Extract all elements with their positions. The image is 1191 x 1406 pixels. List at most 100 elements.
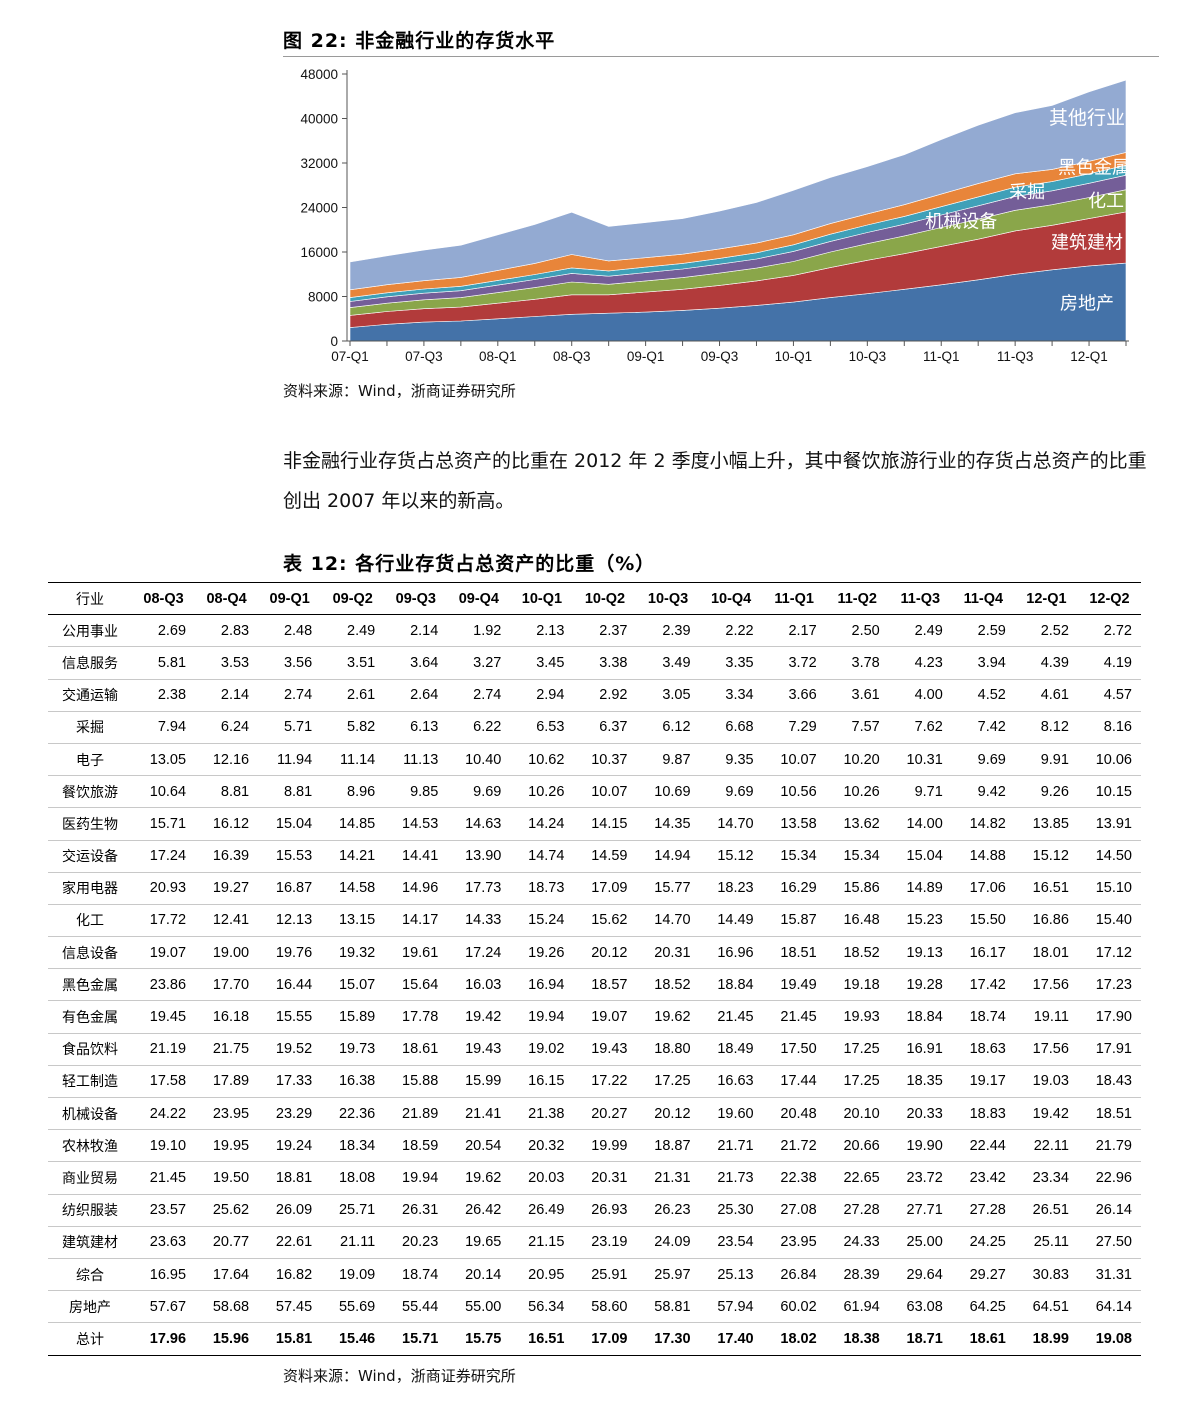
value-cell: 14.50 <box>1077 840 1141 873</box>
value-cell: 15.12 <box>699 840 763 873</box>
table-row: 家用电器 20.93 19.27 16.87 14.58 14.96 17.73 18.73 1… <box>48 872 1141 905</box>
value-cell: 18.51 <box>1077 1097 1141 1131</box>
value-cell: 23.42 <box>951 1161 1015 1195</box>
header-period: 09-Q4 <box>447 581 511 616</box>
value-cell: 56.34 <box>510 1290 574 1324</box>
value-cell: 2.22 <box>699 614 763 648</box>
figure-title: 图 22: 非金融行业的存货水平 <box>283 30 556 52</box>
value-cell: 14.53 <box>384 807 448 841</box>
value-cell: 15.04 <box>888 840 952 873</box>
value-cell: 19.99 <box>573 1129 637 1163</box>
value-cell: 18.02 <box>762 1322 826 1356</box>
value-cell: 6.68 <box>699 711 763 744</box>
value-cell: 19.07 <box>132 936 196 970</box>
value-cell: 4.61 <box>1014 679 1078 712</box>
value-cell: 22.96 <box>1077 1161 1141 1195</box>
value-cell: 23.57 <box>132 1194 196 1227</box>
header-period: 10-Q4 <box>699 581 763 616</box>
value-cell: 15.86 <box>825 872 889 905</box>
value-cell: 16.29 <box>762 872 826 905</box>
value-cell: 15.53 <box>258 840 322 873</box>
header-period: 10-Q1 <box>510 581 574 616</box>
value-cell: 9.69 <box>699 775 763 809</box>
value-cell: 15.71 <box>384 1322 448 1356</box>
value-cell: 20.12 <box>573 936 637 970</box>
value-cell: 2.74 <box>447 679 511 712</box>
area-series-7 <box>349 79 1127 291</box>
table-row: 综合 16.95 17.64 16.82 19.09 18.74 20.14 20.95 25.… <box>48 1258 1141 1292</box>
value-cell: 13.90 <box>447 840 511 873</box>
value-cell: 22.11 <box>1014 1129 1078 1163</box>
value-cell: 16.44 <box>258 968 322 1002</box>
value-cell: 19.02 <box>510 1033 574 1066</box>
value-cell: 10.06 <box>1077 743 1141 777</box>
value-cell: 7.57 <box>825 711 889 744</box>
value-cell: 17.25 <box>825 1033 889 1066</box>
value-cell: 24.33 <box>825 1226 889 1259</box>
value-cell: 14.89 <box>888 872 952 905</box>
value-cell: 7.42 <box>951 711 1015 744</box>
value-cell: 15.40 <box>1077 904 1141 938</box>
value-cell: 21.72 <box>762 1129 826 1163</box>
value-cell: 3.64 <box>384 646 448 680</box>
value-cell: 2.39 <box>636 614 700 648</box>
value-cell: 9.85 <box>384 775 448 809</box>
value-cell: 2.14 <box>384 614 448 648</box>
value-cell: 15.55 <box>258 1000 322 1034</box>
value-cell: 8.12 <box>1014 711 1078 744</box>
value-cell: 22.38 <box>762 1161 826 1195</box>
value-cell: 23.34 <box>1014 1161 1078 1195</box>
industry-cell: 食品饮料 <box>48 1033 132 1066</box>
value-cell: 26.51 <box>1014 1194 1078 1227</box>
value-cell: 25.97 <box>636 1258 700 1292</box>
industry-cell: 交运设备 <box>48 840 132 873</box>
value-cell: 14.70 <box>699 807 763 841</box>
value-cell: 15.87 <box>762 904 826 938</box>
value-cell: 10.37 <box>573 743 637 777</box>
value-cell: 19.09 <box>321 1258 385 1292</box>
table-row: 交通运输 2.38 2.14 2.74 2.61 2.64 2.74 2.94 2.92 3.05… <box>48 679 1141 712</box>
value-cell: 21.75 <box>195 1033 259 1066</box>
value-cell: 21.89 <box>384 1097 448 1131</box>
value-cell: 10.64 <box>132 775 196 809</box>
value-cell: 19.26 <box>510 936 574 970</box>
value-cell: 19.24 <box>258 1129 322 1163</box>
series-label: 黑色金属 <box>1058 158 1130 179</box>
value-cell: 15.64 <box>384 968 448 1002</box>
industry-cell: 电子 <box>48 743 132 777</box>
value-cell: 15.23 <box>888 904 952 938</box>
value-cell: 25.62 <box>195 1194 259 1227</box>
value-cell: 61.94 <box>825 1290 889 1324</box>
value-cell: 17.56 <box>1014 1033 1078 1066</box>
value-cell: 15.75 <box>447 1322 511 1356</box>
value-cell: 17.25 <box>825 1065 889 1099</box>
value-cell: 20.66 <box>825 1129 889 1163</box>
value-cell: 19.62 <box>447 1161 511 1195</box>
header-period: 11-Q4 <box>951 581 1015 616</box>
value-cell: 60.02 <box>762 1290 826 1324</box>
value-cell: 16.82 <box>258 1258 322 1292</box>
x-tick-label: 08-Q3 <box>553 349 591 364</box>
value-cell: 2.74 <box>258 679 322 712</box>
value-cell: 18.34 <box>321 1129 385 1163</box>
value-cell: 2.69 <box>132 614 196 648</box>
industry-cell: 采掘 <box>48 711 132 744</box>
value-cell: 18.08 <box>321 1161 385 1195</box>
value-cell: 14.85 <box>321 807 385 841</box>
series-label: 建筑建材 <box>1051 232 1123 253</box>
value-cell: 17.33 <box>258 1065 322 1099</box>
x-tick-label: 08-Q1 <box>479 349 517 364</box>
value-cell: 8.81 <box>258 775 322 809</box>
header-period: 11-Q2 <box>825 581 889 616</box>
table-row: 建筑建材 23.63 20.77 22.61 21.11 20.23 19.65 21.15 2… <box>48 1226 1141 1259</box>
value-cell: 18.49 <box>699 1033 763 1066</box>
value-cell: 14.17 <box>384 904 448 938</box>
table-source: 资料来源：Wind，浙商证券研究所 <box>283 1367 516 1385</box>
value-cell: 19.62 <box>636 1000 700 1034</box>
value-cell: 2.64 <box>384 679 448 712</box>
value-cell: 31.31 <box>1077 1258 1141 1292</box>
value-cell: 15.96 <box>195 1322 259 1356</box>
value-cell: 17.91 <box>1077 1033 1141 1066</box>
value-cell: 27.28 <box>951 1194 1015 1227</box>
value-cell: 18.80 <box>636 1033 700 1066</box>
